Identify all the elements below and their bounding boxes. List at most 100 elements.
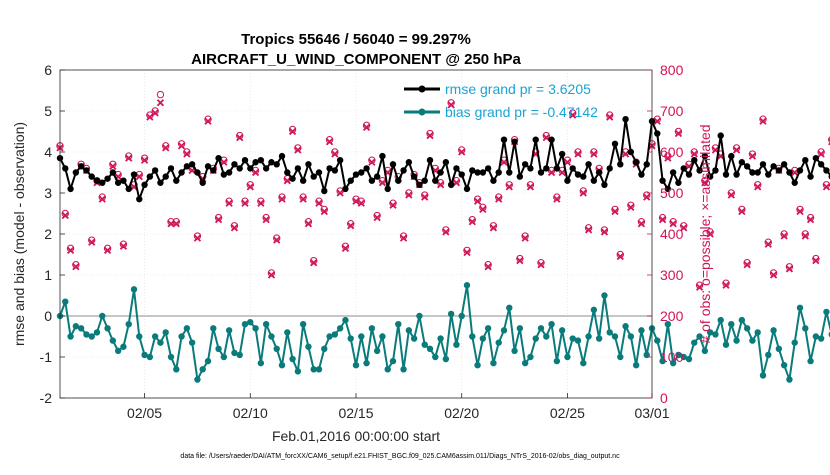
bias-point — [342, 316, 349, 324]
obs-assimilated-point — [584, 226, 593, 234]
bias-point — [791, 339, 798, 346]
rmse-point — [252, 159, 259, 166]
rmse-point — [553, 165, 561, 172]
rmse-point — [807, 173, 814, 180]
bias-point — [231, 349, 238, 357]
obs-assimilated-point — [769, 271, 778, 279]
obs-assimilated-point — [405, 191, 413, 199]
bias-point — [728, 321, 735, 328]
rmse-point — [67, 185, 74, 193]
obs-assimilated-point — [236, 134, 244, 142]
rmse-point — [511, 138, 518, 145]
obs-assimilated-point — [500, 158, 508, 166]
bias-point — [157, 339, 164, 346]
obs-assimilated-point — [600, 228, 609, 236]
bias-point — [823, 308, 830, 316]
bias-point — [395, 321, 402, 328]
bias-point — [262, 321, 270, 328]
rmse-point — [817, 161, 825, 168]
obs-assimilated-point — [563, 158, 572, 166]
obs-assimilated-point — [347, 222, 355, 230]
obs-assimilated-point — [389, 201, 397, 209]
chart-subtitle: AIRCRAFT_U_WIND_COMPONENT @ 250 hPa — [191, 51, 521, 68]
obs-assimilated-point — [495, 195, 503, 203]
obs-assimilated-point — [627, 203, 635, 211]
rmse-point — [770, 163, 777, 170]
bias-point — [220, 353, 228, 361]
rmse-point — [558, 150, 566, 158]
rmse-point — [780, 161, 788, 168]
obs-assimilated-point — [310, 259, 318, 267]
rmse-point — [749, 169, 756, 176]
obs-assimilated-point — [283, 177, 291, 185]
obs-assimilated-point — [801, 232, 809, 240]
bias-point — [738, 316, 746, 324]
obs-assimilated-point — [579, 189, 587, 197]
rmse-point — [331, 167, 339, 174]
obs-assimilated-point — [764, 240, 772, 248]
bias-point — [194, 376, 201, 383]
rmse-point — [564, 177, 571, 184]
legend-rmse-marker — [418, 85, 426, 93]
bias-point — [247, 318, 254, 326]
rmse-point — [305, 161, 312, 168]
rmse-point — [72, 169, 80, 176]
bias-point — [701, 347, 709, 355]
bias-point — [241, 321, 249, 328]
bias-point — [564, 353, 571, 361]
bias-point — [543, 333, 550, 340]
y-axis-left-label: rmse and bias (model - observation) — [11, 122, 27, 346]
y-right-tick-label: 200 — [660, 308, 684, 324]
obs-assimilated-point — [183, 150, 191, 158]
bias-point — [807, 357, 814, 365]
y-right-tick-label: 100 — [660, 349, 684, 365]
rmse-point — [183, 163, 191, 170]
bias-point — [595, 335, 603, 342]
rmse-point — [210, 167, 217, 174]
x-tick-label: 02/20 — [444, 405, 479, 421]
bias-point — [516, 325, 524, 332]
obs-assimilated-point — [732, 146, 741, 154]
obs-assimilated-point — [574, 150, 582, 158]
obs-assimilated-point — [791, 168, 799, 177]
bias-point — [278, 362, 286, 369]
rmse-point — [632, 159, 640, 166]
x-tick-label: 02/10 — [233, 405, 268, 421]
rmse-point — [136, 195, 143, 203]
obs-assimilated-point — [817, 150, 825, 158]
y-right-tick-label: 700 — [660, 103, 684, 119]
obs-assimilated-point — [669, 220, 677, 228]
rmse-point — [543, 165, 550, 172]
obs-assimilated-point — [399, 234, 408, 242]
bias-point — [796, 304, 804, 311]
rmse-point — [363, 165, 370, 172]
bias-series — [56, 282, 830, 383]
rmse-line — [59, 117, 830, 203]
obs-assimilated-point — [442, 228, 450, 236]
bias-point — [691, 339, 698, 346]
obs-assimilated-point — [151, 109, 159, 117]
obs-assimilated-point — [680, 224, 688, 232]
rmse-point — [114, 179, 122, 186]
bias-point — [659, 357, 666, 365]
rmse-point — [384, 185, 391, 193]
bias-point — [675, 351, 682, 359]
obs-assimilated-point — [468, 218, 476, 226]
rmse-point — [463, 185, 471, 193]
bias-point — [410, 335, 418, 342]
obs-assimilated-point — [273, 236, 281, 244]
bias-point — [120, 343, 127, 350]
bias-point — [358, 333, 365, 340]
bias-point — [432, 353, 439, 361]
bias-point — [284, 329, 291, 336]
obs-assimilated-point — [521, 234, 529, 242]
bias-point — [236, 351, 243, 359]
rmse-point — [247, 165, 254, 172]
obs-assimilated-point — [606, 113, 614, 121]
bias-point — [268, 333, 275, 340]
obs-assimilated-point — [664, 154, 672, 162]
bias-point — [389, 357, 397, 365]
rmse-point — [654, 130, 661, 137]
obs-assimilated-point — [727, 191, 735, 199]
bias-point — [632, 362, 640, 369]
